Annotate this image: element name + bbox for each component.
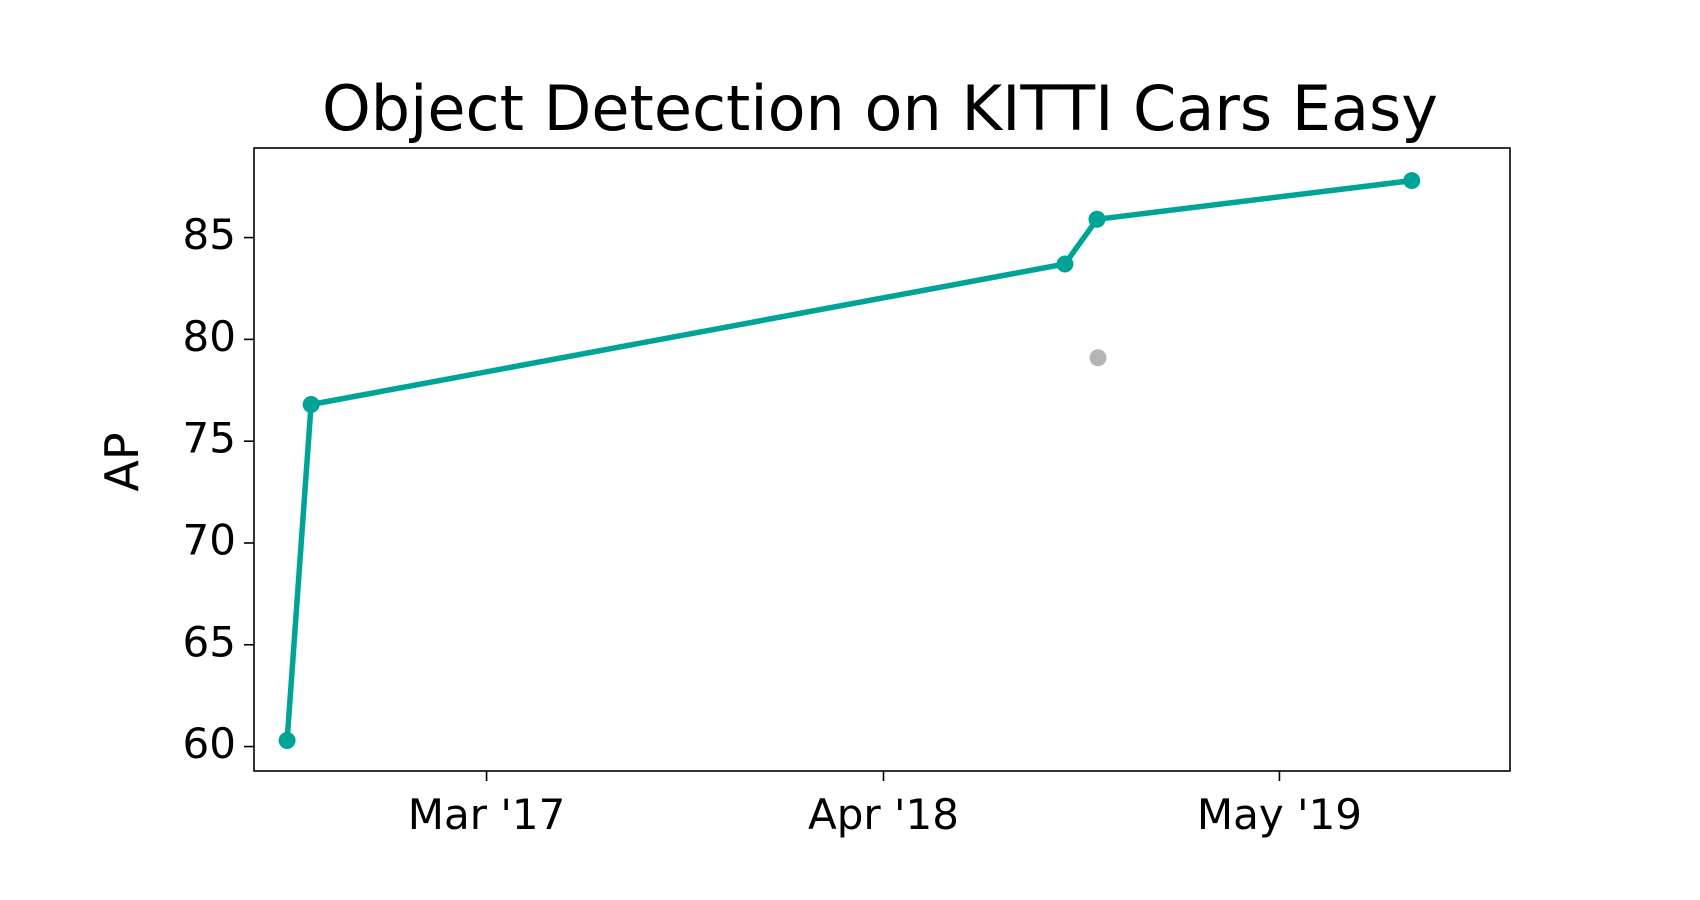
- series-1-point: [302, 396, 320, 414]
- y-tick-label: 75: [183, 414, 236, 463]
- x-tick-label: Apr '18: [808, 790, 959, 839]
- series-1-point: [1403, 172, 1421, 190]
- series-2-point: [1089, 349, 1107, 367]
- series-1-point: [1088, 210, 1106, 228]
- x-tick-label: Mar '17: [408, 790, 566, 839]
- chart-title: Object Detection on KITTI Cars Easy: [322, 72, 1438, 145]
- series-1-point: [1056, 255, 1074, 273]
- y-tick-label: 65: [183, 617, 236, 666]
- axes-group: 60 65 70 75 80 85 Mar '17 Apr '18 May '19: [183, 210, 1362, 839]
- y-tick-label: 70: [183, 515, 236, 564]
- y-tick-label: 60: [183, 719, 236, 768]
- y-axis-label: AP: [95, 432, 149, 491]
- plot-frame: [253, 147, 1511, 772]
- y-tick-label: 85: [183, 210, 236, 259]
- series-group: [278, 172, 1421, 749]
- series-1-point: [278, 731, 296, 749]
- y-tick-label: 80: [183, 312, 236, 361]
- x-tick-label: May '19: [1197, 790, 1362, 839]
